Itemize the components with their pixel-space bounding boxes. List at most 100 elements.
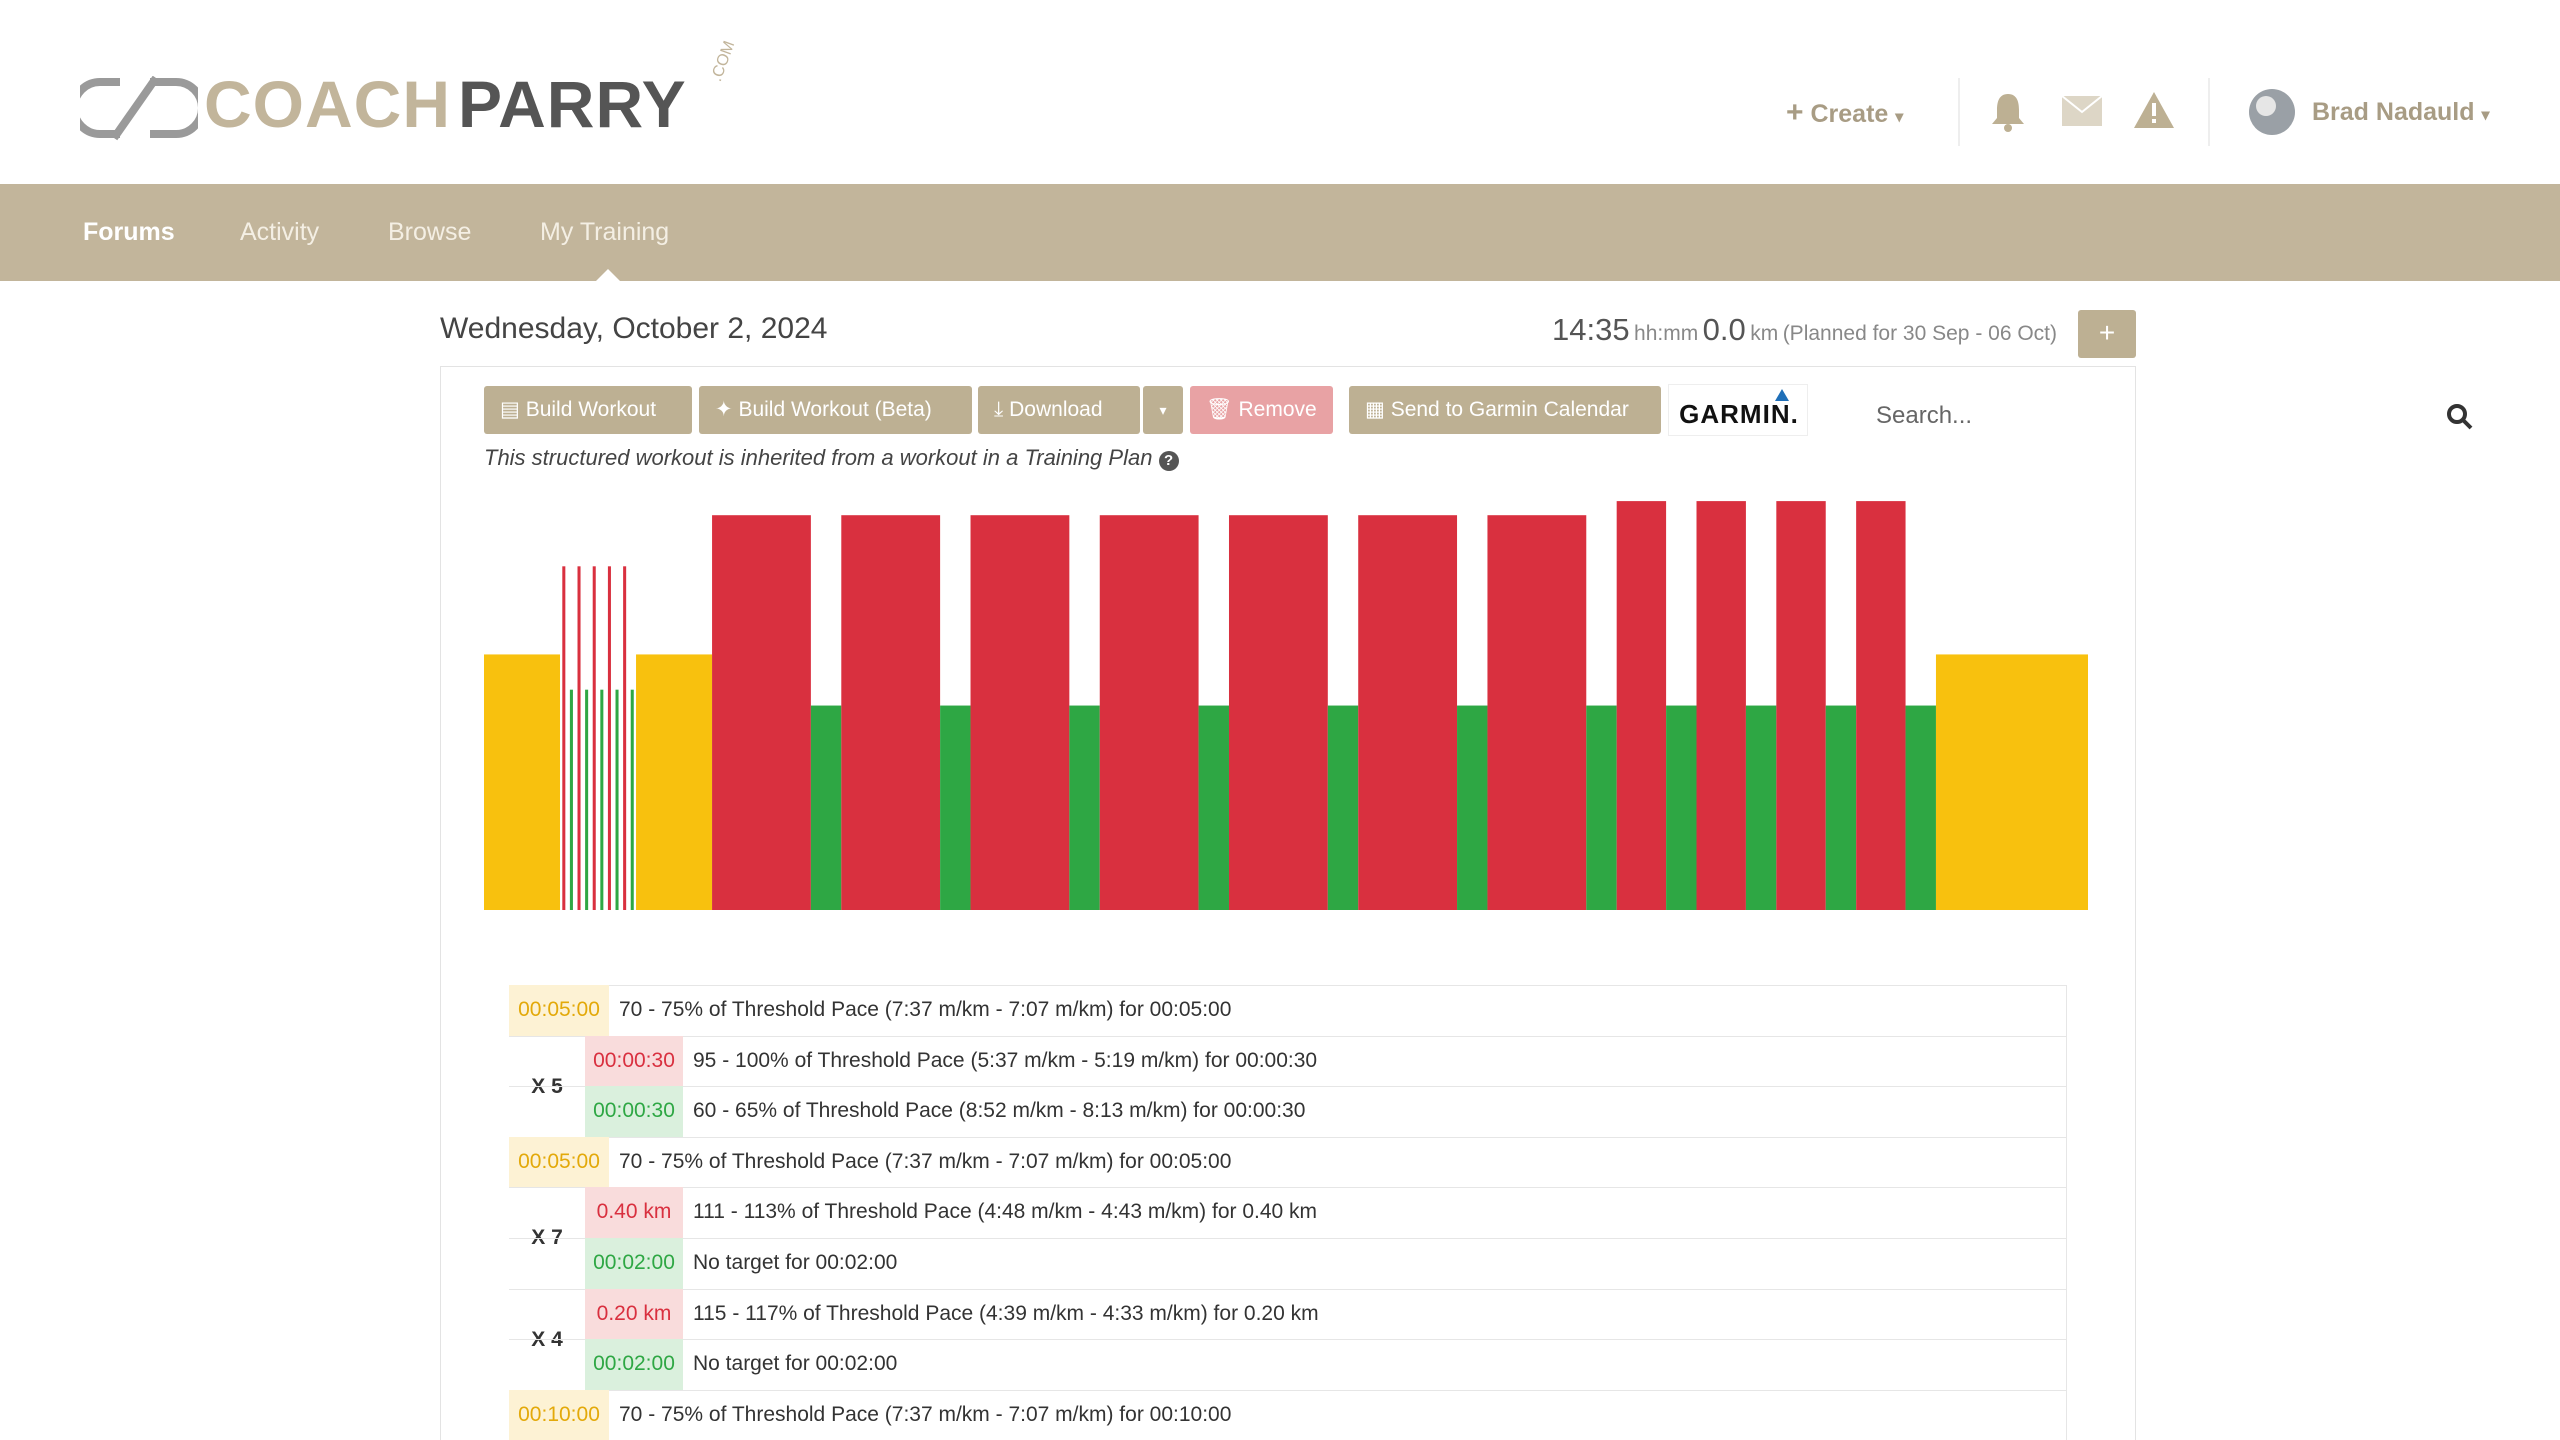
workout-bar xyxy=(1327,705,1359,910)
divider xyxy=(1958,78,1960,146)
garmin-triangle xyxy=(1775,389,1789,401)
repeat-count: X 7 xyxy=(531,1226,563,1250)
workout-bar xyxy=(615,689,619,910)
workout-bar xyxy=(940,705,971,910)
workout-bar xyxy=(623,566,627,910)
download-menu-button[interactable]: ▾ xyxy=(1143,386,1183,434)
repeat-count: X 5 xyxy=(531,1074,563,1098)
button-label: Send to Garmin Calendar xyxy=(1390,398,1629,421)
step-duration: 0.20 km xyxy=(585,1288,683,1340)
planned-range: (Planned for 30 Sep - 06 Oct) xyxy=(1782,322,2057,345)
notifications-icon[interactable] xyxy=(1990,92,2026,132)
workout-bar xyxy=(569,689,573,910)
workout-bar xyxy=(712,515,811,910)
send-garmin-button[interactable]: ▦ Send to Garmin Calendar xyxy=(1349,386,1661,434)
row-border xyxy=(509,1086,2066,1088)
search-box[interactable]: Search... xyxy=(1846,387,2500,446)
step-description: No target for 00:02:00 xyxy=(693,1352,898,1376)
workout-panel xyxy=(440,366,2136,1440)
row-border xyxy=(509,1389,2066,1391)
workout-bar xyxy=(1935,654,2088,910)
step-duration: 00:00:30 xyxy=(585,1035,683,1087)
garmin-text: GARMIN. xyxy=(1679,399,1799,429)
create-label: Create xyxy=(1810,100,1889,128)
search-icon[interactable] xyxy=(2446,403,2474,431)
logo-mark xyxy=(80,76,198,141)
user-name: Brad Nadauld xyxy=(2312,98,2475,126)
step-duration: 00:02:00 xyxy=(585,1238,683,1289)
row-border xyxy=(509,985,2066,986)
workout-bar xyxy=(1457,705,1488,910)
workout-bar xyxy=(600,689,604,910)
button-label: Build Workout (Beta) xyxy=(738,398,932,421)
step-duration: 00:02:00 xyxy=(585,1339,683,1390)
add-button[interactable]: + xyxy=(2078,310,2136,358)
distance: 0.0 xyxy=(1702,312,1746,347)
distance-unit: km xyxy=(1750,322,1779,345)
create-menu[interactable]: + Create ▾ xyxy=(1786,96,1904,129)
garmin-logo[interactable]: GARMIN. xyxy=(1668,384,1808,436)
button-label: Download xyxy=(1009,398,1103,421)
help-icon[interactable]: ? xyxy=(1158,451,1179,471)
duration: 14:35 xyxy=(1552,312,1630,347)
workout-bar xyxy=(970,515,1070,910)
workout-bar xyxy=(577,566,581,910)
inherited-note: This structured workout is inherited fro… xyxy=(484,445,1179,471)
alerts-icon[interactable] xyxy=(2134,92,2174,128)
workout-bar xyxy=(810,705,842,910)
download-button[interactable]: ⤓ Download xyxy=(978,386,1140,434)
workout-bar xyxy=(607,566,611,910)
workout-bar xyxy=(1586,705,1617,910)
step-description: 111 - 113% of Threshold Pace (4:48 m/km … xyxy=(693,1200,1318,1224)
workout-bar xyxy=(636,654,713,910)
step-description: 70 - 75% of Threshold Pace (7:37 m/km - … xyxy=(619,1149,1232,1173)
row-border xyxy=(509,1238,2066,1239)
day-summary: 14:35 hh:mm 0.0 km (Planned for 30 Sep -… xyxy=(1552,312,2057,348)
workout-date: Wednesday, October 2, 2024 xyxy=(440,312,828,345)
workout-bar xyxy=(592,566,596,910)
step-duration: 00:05:00 xyxy=(509,985,609,1036)
user-menu[interactable]: Brad Nadauld ▾ xyxy=(2312,98,2490,126)
nav-link[interactable]: Forums xyxy=(83,218,175,246)
nav-link[interactable]: Browse xyxy=(388,218,472,246)
logo-coach: COACH xyxy=(204,67,451,141)
logo-parry: PARRY xyxy=(458,67,687,141)
top-bar: COACH PARRY .COM + Create ▾ Brad Nadauld… xyxy=(0,0,2560,184)
step-duration: 00:05:00 xyxy=(509,1136,609,1188)
workout-graph xyxy=(484,501,2088,910)
button-label: Remove xyxy=(1238,398,1317,421)
step-description: 70 - 75% of Threshold Pace (7:37 m/km - … xyxy=(619,1402,1232,1426)
table-right-border xyxy=(2066,985,2067,1440)
nav-link[interactable]: My Training xyxy=(540,218,670,246)
step-description: 70 - 75% of Threshold Pace (7:37 m/km - … xyxy=(619,998,1232,1021)
step-description: 95 - 100% of Threshold Pace (5:37 m/km -… xyxy=(693,1048,1318,1072)
messages-icon[interactable] xyxy=(2062,96,2102,126)
workout-bar xyxy=(1487,515,1587,910)
row-border xyxy=(509,1339,2066,1341)
nav-link[interactable]: Activity xyxy=(240,218,320,246)
build-workout-beta-button[interactable]: ✦ Build Workout (Beta) xyxy=(699,386,972,434)
workout-bar xyxy=(1776,501,1826,910)
repeat-count: X 4 xyxy=(531,1327,563,1351)
button-label: Build Workout xyxy=(525,398,657,421)
workout-bar xyxy=(1745,705,1777,910)
workout-bar xyxy=(1825,705,1857,910)
step-description: 60 - 65% of Threshold Pace (8:52 m/km - … xyxy=(693,1099,1306,1123)
workout-bar xyxy=(1666,705,1697,910)
duration-unit: hh:mm xyxy=(1634,322,1699,345)
remove-button[interactable]: 🗑 Remove xyxy=(1190,386,1333,434)
row-border xyxy=(509,1288,2066,1290)
step-duration: 0.40 km xyxy=(585,1187,683,1238)
workout-bar xyxy=(1228,515,1328,910)
build-workout-button[interactable]: ▤ Build Workout xyxy=(484,386,692,434)
workout-bar xyxy=(1856,501,1906,910)
active-pointer xyxy=(596,269,620,281)
workout-bar xyxy=(1358,515,1458,910)
workout-bar xyxy=(1696,501,1746,910)
workout-bar xyxy=(1198,705,1229,910)
avatar[interactable] xyxy=(2248,88,2296,136)
divider xyxy=(2208,78,2210,146)
row-border xyxy=(509,1187,2066,1189)
